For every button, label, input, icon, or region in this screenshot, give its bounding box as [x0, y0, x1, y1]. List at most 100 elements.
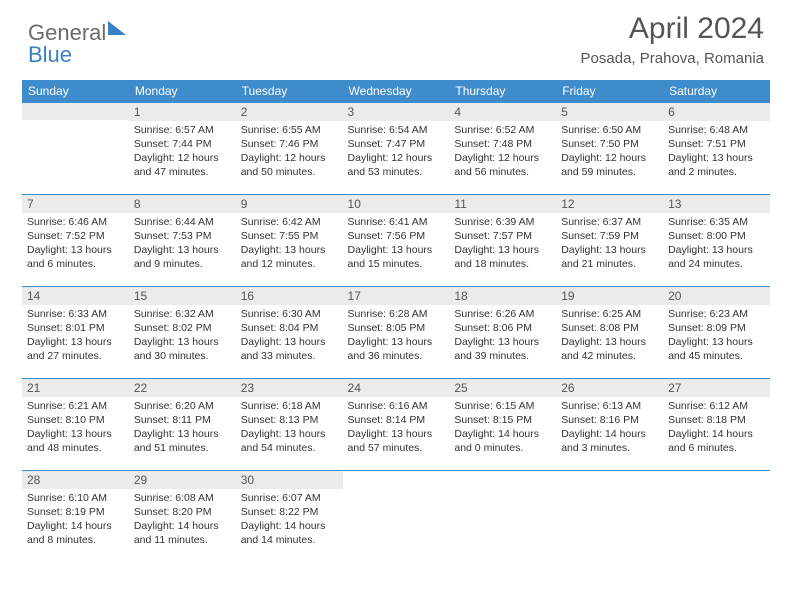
calendar-cell: 15Sunrise: 6:32 AMSunset: 8:02 PMDayligh… — [129, 286, 236, 378]
day-ss: Sunset: 8:13 PM — [241, 414, 338, 428]
day-sr: Sunrise: 6:08 AM — [134, 492, 231, 506]
day-ss: Sunset: 7:55 PM — [241, 230, 338, 244]
day-sr: Sunrise: 6:28 AM — [348, 308, 445, 322]
day-d2: and 21 minutes. — [561, 258, 658, 272]
day-number: 11 — [449, 194, 556, 213]
day-d1: Daylight: 13 hours — [668, 336, 765, 350]
day-details: Sunrise: 6:54 AMSunset: 7:47 PMDaylight:… — [343, 121, 450, 184]
day-number: 18 — [449, 286, 556, 305]
day-d1: Daylight: 13 hours — [241, 336, 338, 350]
day-ss: Sunset: 8:08 PM — [561, 322, 658, 336]
day-sr: Sunrise: 6:42 AM — [241, 216, 338, 230]
day-sr: Sunrise: 6:07 AM — [241, 492, 338, 506]
day-number: 27 — [663, 378, 770, 397]
logo: General Blue — [28, 20, 126, 46]
day-d1: Daylight: 12 hours — [348, 152, 445, 166]
day-d1: Daylight: 13 hours — [454, 244, 551, 258]
calendar: SundayMondayTuesdayWednesdayThursdayFrid… — [22, 80, 770, 562]
day-d1: Daylight: 13 hours — [561, 244, 658, 258]
day-details: Sunrise: 6:35 AMSunset: 8:00 PMDaylight:… — [663, 213, 770, 276]
day-d2: and 12 minutes. — [241, 258, 338, 272]
day-d2: and 56 minutes. — [454, 166, 551, 180]
day-d1: Daylight: 13 hours — [27, 336, 124, 350]
day-number: 22 — [129, 378, 236, 397]
day-sr: Sunrise: 6:15 AM — [454, 400, 551, 414]
day-ss: Sunset: 7:47 PM — [348, 138, 445, 152]
day-ss: Sunset: 8:01 PM — [27, 322, 124, 336]
day-d2: and 39 minutes. — [454, 350, 551, 364]
calendar-week-row: 21Sunrise: 6:21 AMSunset: 8:10 PMDayligh… — [22, 378, 770, 470]
day-sr: Sunrise: 6:26 AM — [454, 308, 551, 322]
day-ss: Sunset: 8:00 PM — [668, 230, 765, 244]
calendar-cell: 18Sunrise: 6:26 AMSunset: 8:06 PMDayligh… — [449, 286, 556, 378]
day-details: Sunrise: 6:52 AMSunset: 7:48 PMDaylight:… — [449, 121, 556, 184]
calendar-cell: 21Sunrise: 6:21 AMSunset: 8:10 PMDayligh… — [22, 378, 129, 470]
day-ss: Sunset: 8:15 PM — [454, 414, 551, 428]
day-d1: Daylight: 13 hours — [348, 428, 445, 442]
day-ss: Sunset: 8:06 PM — [454, 322, 551, 336]
calendar-week-row: 14Sunrise: 6:33 AMSunset: 8:01 PMDayligh… — [22, 286, 770, 378]
empty-day-bar — [343, 470, 450, 471]
calendar-cell: 24Sunrise: 6:16 AMSunset: 8:14 PMDayligh… — [343, 378, 450, 470]
day-details: Sunrise: 6:25 AMSunset: 8:08 PMDaylight:… — [556, 305, 663, 368]
day-number: 5 — [556, 102, 663, 121]
day-details: Sunrise: 6:07 AMSunset: 8:22 PMDaylight:… — [236, 489, 343, 552]
day-sr: Sunrise: 6:13 AM — [561, 400, 658, 414]
calendar-cell: 20Sunrise: 6:23 AMSunset: 8:09 PMDayligh… — [663, 286, 770, 378]
day-number: 2 — [236, 102, 343, 121]
day-details: Sunrise: 6:55 AMSunset: 7:46 PMDaylight:… — [236, 121, 343, 184]
day-number: 28 — [22, 470, 129, 489]
day-ss: Sunset: 7:44 PM — [134, 138, 231, 152]
day-header: Saturday — [663, 80, 770, 102]
day-number: 13 — [663, 194, 770, 213]
title-block: April 2024 Posada, Prahova, Romania — [581, 12, 764, 67]
header: General Blue April 2024 Posada, Prahova,… — [0, 0, 792, 78]
empty-day-bar — [556, 470, 663, 471]
day-d2: and 8 minutes. — [27, 534, 124, 548]
day-sr: Sunrise: 6:25 AM — [561, 308, 658, 322]
day-sr: Sunrise: 6:10 AM — [27, 492, 124, 506]
day-header: Thursday — [449, 80, 556, 102]
day-details: Sunrise: 6:44 AMSunset: 7:53 PMDaylight:… — [129, 213, 236, 276]
day-ss: Sunset: 8:02 PM — [134, 322, 231, 336]
day-d2: and 15 minutes. — [348, 258, 445, 272]
calendar-cell — [556, 470, 663, 562]
day-details: Sunrise: 6:08 AMSunset: 8:20 PMDaylight:… — [129, 489, 236, 552]
day-details: Sunrise: 6:13 AMSunset: 8:16 PMDaylight:… — [556, 397, 663, 460]
calendar-week-row: 28Sunrise: 6:10 AMSunset: 8:19 PMDayligh… — [22, 470, 770, 562]
page-title: April 2024 — [581, 12, 764, 46]
day-sr: Sunrise: 6:54 AM — [348, 124, 445, 138]
day-d1: Daylight: 14 hours — [668, 428, 765, 442]
day-ss: Sunset: 8:20 PM — [134, 506, 231, 520]
day-d2: and 9 minutes. — [134, 258, 231, 272]
calendar-cell — [22, 102, 129, 194]
calendar-header-row: SundayMondayTuesdayWednesdayThursdayFrid… — [22, 80, 770, 102]
day-number: 14 — [22, 286, 129, 305]
day-d2: and 0 minutes. — [454, 442, 551, 456]
day-d2: and 11 minutes. — [134, 534, 231, 548]
day-number: 24 — [343, 378, 450, 397]
day-sr: Sunrise: 6:35 AM — [668, 216, 765, 230]
day-sr: Sunrise: 6:21 AM — [27, 400, 124, 414]
day-number: 20 — [663, 286, 770, 305]
empty-day-bar — [449, 470, 556, 471]
day-details: Sunrise: 6:18 AMSunset: 8:13 PMDaylight:… — [236, 397, 343, 460]
day-number: 19 — [556, 286, 663, 305]
day-sr: Sunrise: 6:30 AM — [241, 308, 338, 322]
day-number: 7 — [22, 194, 129, 213]
day-number: 10 — [343, 194, 450, 213]
day-ss: Sunset: 7:59 PM — [561, 230, 658, 244]
day-header: Friday — [556, 80, 663, 102]
day-ss: Sunset: 8:09 PM — [668, 322, 765, 336]
calendar-cell — [663, 470, 770, 562]
calendar-week-row: 7Sunrise: 6:46 AMSunset: 7:52 PMDaylight… — [22, 194, 770, 286]
day-details: Sunrise: 6:12 AMSunset: 8:18 PMDaylight:… — [663, 397, 770, 460]
day-number: 17 — [343, 286, 450, 305]
day-details: Sunrise: 6:39 AMSunset: 7:57 PMDaylight:… — [449, 213, 556, 276]
day-details: Sunrise: 6:23 AMSunset: 8:09 PMDaylight:… — [663, 305, 770, 368]
day-details: Sunrise: 6:20 AMSunset: 8:11 PMDaylight:… — [129, 397, 236, 460]
calendar-cell: 19Sunrise: 6:25 AMSunset: 8:08 PMDayligh… — [556, 286, 663, 378]
day-d2: and 47 minutes. — [134, 166, 231, 180]
day-header: Monday — [129, 80, 236, 102]
calendar-cell: 7Sunrise: 6:46 AMSunset: 7:52 PMDaylight… — [22, 194, 129, 286]
